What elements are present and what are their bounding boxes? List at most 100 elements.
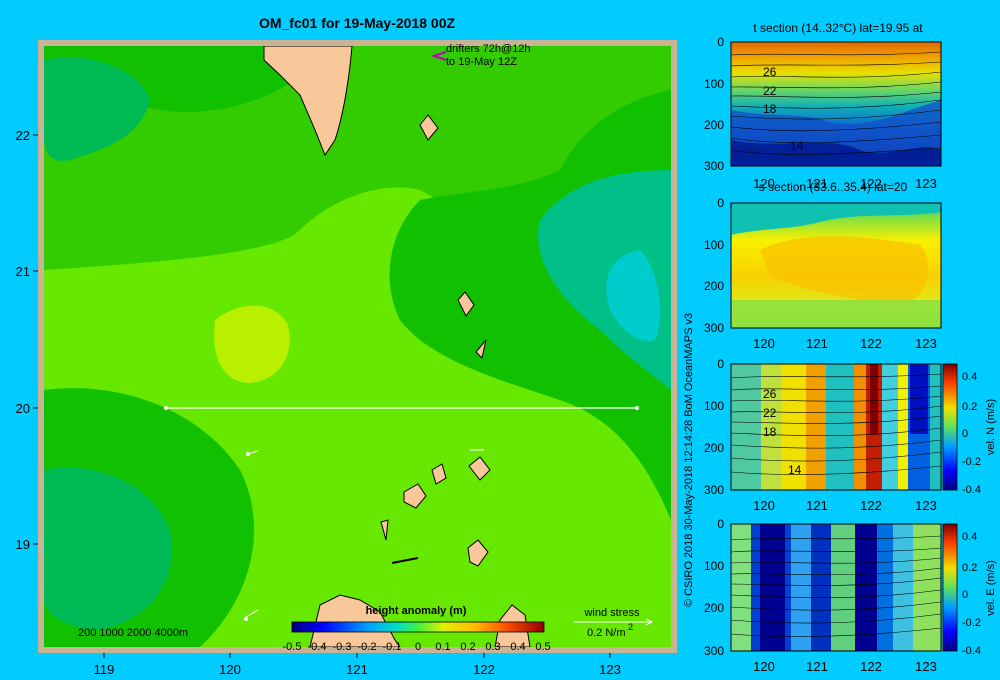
land-luzon bbox=[309, 594, 401, 647]
panel-title-salinity: s section (33.6..35.4) lat=20 bbox=[759, 180, 908, 194]
contour-label: 14 bbox=[788, 463, 802, 477]
anomaly-low-sw bbox=[44, 467, 172, 630]
x-tick-label: 120 bbox=[753, 659, 775, 674]
colorbar-tick: -0.2 bbox=[358, 641, 377, 653]
y-tick-label: 0 bbox=[717, 517, 724, 531]
contour-label: 18 bbox=[763, 102, 777, 116]
x-tick-label: 120 bbox=[753, 176, 775, 191]
x-tick-label: 123 bbox=[915, 336, 937, 351]
colorbar-tick: 0.4 bbox=[962, 531, 977, 543]
velocity-east-section bbox=[731, 524, 941, 651]
colorbar-tick: 0.2 bbox=[962, 401, 977, 413]
colorbar-tick: -0.2 bbox=[962, 617, 981, 629]
vel-e-label: vel. E (m/s) bbox=[985, 560, 997, 616]
x-tick-label: 121 bbox=[806, 176, 828, 191]
colorbar-tick: 0 bbox=[962, 428, 968, 440]
vel-e-colorbar bbox=[942, 523, 958, 652]
anomaly-high-center bbox=[214, 305, 290, 383]
x-tick-label: 119 bbox=[94, 662, 115, 677]
island bbox=[467, 539, 489, 567]
temperature-section bbox=[731, 42, 941, 166]
x-tick-label: 122 bbox=[473, 662, 495, 677]
x-tick-label: 122 bbox=[860, 336, 882, 351]
colorbar-tick: 0.3 bbox=[485, 641, 500, 653]
island bbox=[419, 114, 439, 141]
panel-axes: 0 100 200 300 0 100 200 300 0 100 200 30… bbox=[704, 35, 724, 658]
contour-label: 22 bbox=[763, 406, 777, 420]
vel-e-colorbar-ticks: 0.4 0.2 0 -0.2 -0.4 bbox=[962, 531, 981, 657]
map-x-ticks: 119 120 121 122 123 bbox=[94, 653, 621, 677]
island bbox=[457, 291, 475, 317]
colorbar-tick: 0 bbox=[962, 589, 968, 601]
colorbar-tick: -0.4 bbox=[308, 641, 327, 653]
y-tick-label: 300 bbox=[704, 483, 724, 497]
y-tick-label: 100 bbox=[704, 77, 724, 91]
salinity-section bbox=[731, 203, 941, 328]
vel-n-colorbar-ticks: 0.4 0.2 0 -0.2 -0.4 bbox=[962, 371, 981, 496]
section-start-marker bbox=[164, 406, 168, 410]
x-tick-label: 121 bbox=[346, 662, 368, 677]
colorbar-tick: -0.3 bbox=[333, 641, 352, 653]
credit-text: © CSIRO 2018 30-May-2018 12:14:28 BoM Oc… bbox=[683, 313, 695, 607]
panel-frame bbox=[730, 41, 942, 167]
velocity-north-section bbox=[731, 364, 941, 490]
drifter-track bbox=[391, 557, 419, 564]
x-tick-label: 123 bbox=[599, 662, 621, 677]
wind-scale-value: 0.2 N/m bbox=[587, 627, 626, 639]
y-tick-label: 21 bbox=[16, 264, 30, 279]
anomaly-region-topleft bbox=[44, 46, 330, 130]
panel-title-temperature: t section (14..32°C) lat=19.95 at bbox=[753, 21, 923, 35]
x-tick-label: 123 bbox=[915, 498, 937, 513]
drifters-line2: to 19-May 12Z bbox=[446, 56, 517, 68]
y-tick-label: 200 bbox=[704, 441, 724, 455]
drifter-position bbox=[244, 617, 248, 621]
x-tick-label: 120 bbox=[753, 498, 775, 513]
y-tick-label: 100 bbox=[704, 559, 724, 573]
contour-label: 22 bbox=[763, 84, 777, 98]
drifter-position bbox=[246, 452, 250, 456]
y-tick-label: 22 bbox=[16, 128, 30, 143]
panel-frame bbox=[730, 523, 942, 652]
x-tick-label: 123 bbox=[915, 659, 937, 674]
y-tick-label: 200 bbox=[704, 279, 724, 293]
y-tick-label: 19 bbox=[16, 537, 30, 552]
colorbar-tick: -0.5 bbox=[283, 641, 302, 653]
y-tick-label: 20 bbox=[16, 401, 30, 416]
panel-x-ticks: 120 121 122 123 120 121 122 123 120 121 … bbox=[753, 176, 937, 674]
x-tick-label: 122 bbox=[860, 659, 882, 674]
colorbar-tick: 0.2 bbox=[962, 562, 977, 574]
x-tick-label: 122 bbox=[860, 498, 882, 513]
panel-frame bbox=[730, 202, 942, 329]
wind-stress-label: wind stress bbox=[583, 607, 640, 619]
y-tick-label: 200 bbox=[704, 118, 724, 132]
y-tick-label: 200 bbox=[704, 601, 724, 615]
y-tick-label: 300 bbox=[704, 159, 724, 173]
y-tick-label: 0 bbox=[717, 196, 724, 210]
y-tick-label: 0 bbox=[717, 357, 724, 371]
x-tick-label: 122 bbox=[860, 176, 882, 191]
colorbar-tick: 0 bbox=[415, 641, 421, 653]
x-tick-label: 121 bbox=[806, 336, 828, 351]
height-colorbar-ticks: -0.5 -0.4 -0.3 -0.2 -0.1 0 0.1 0.2 0.3 0… bbox=[283, 641, 551, 653]
panel-frame bbox=[730, 363, 942, 491]
depth-legend: 200 1000 2000 4000m bbox=[78, 627, 188, 639]
colorbar-tick: 0.4 bbox=[510, 641, 525, 653]
map-field bbox=[44, 46, 671, 647]
colorbar-tick: 0.5 bbox=[535, 641, 550, 653]
y-tick-label: 100 bbox=[704, 399, 724, 413]
colorbar-tick: 0.1 bbox=[435, 641, 450, 653]
map-title: OM_fc01 for 19-May-2018 00Z bbox=[259, 15, 456, 31]
anomaly-low-core bbox=[606, 250, 660, 341]
y-tick-label: 0 bbox=[717, 35, 724, 49]
x-tick-label: 120 bbox=[219, 662, 241, 677]
island bbox=[468, 456, 491, 481]
colorbar-tick: 0.4 bbox=[962, 371, 977, 383]
map-y-ticks: 22 21 20 19 bbox=[16, 128, 38, 552]
colorbar-tick: 0.2 bbox=[460, 641, 475, 653]
island bbox=[475, 339, 487, 359]
drifters-line1: drifters 72h@12h bbox=[446, 43, 531, 55]
colorbar-tick: -0.1 bbox=[383, 641, 402, 653]
drifter-track bbox=[245, 609, 259, 618]
colorbar-title: height anomaly (m) bbox=[366, 605, 467, 617]
